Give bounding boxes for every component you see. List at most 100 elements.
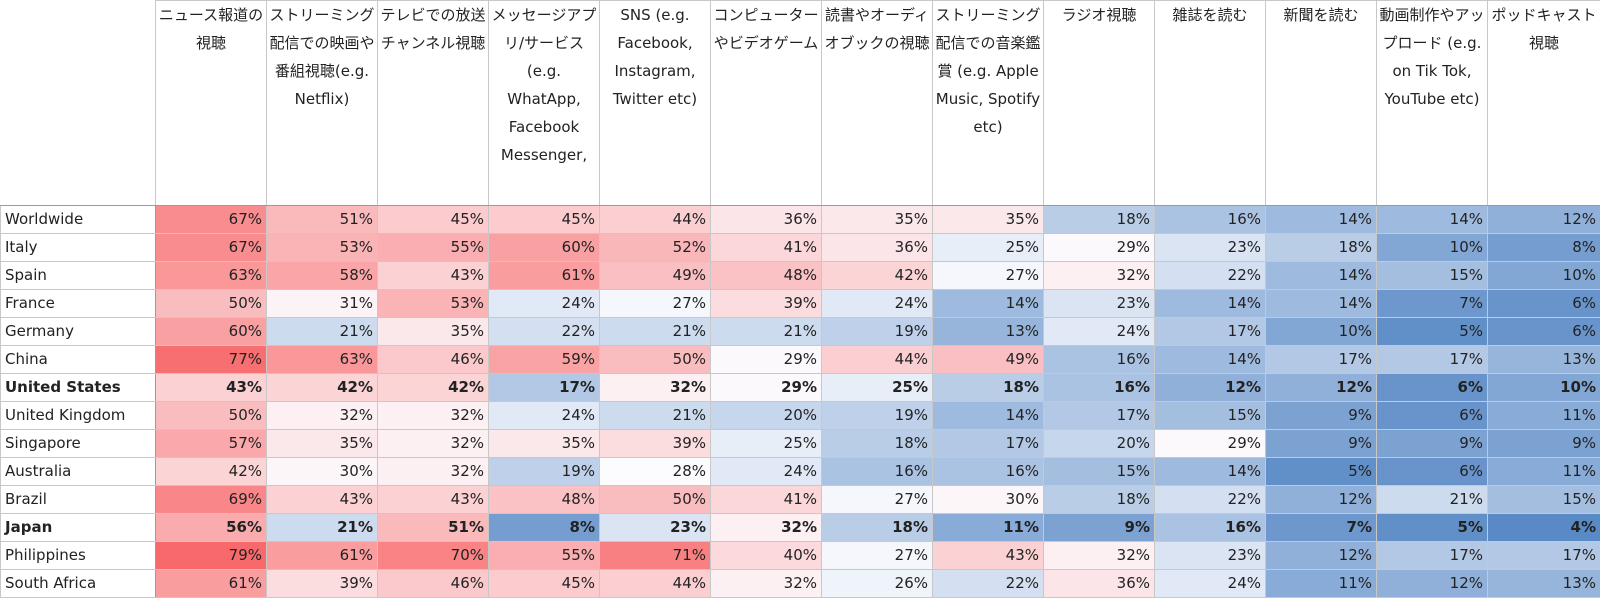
- table-body: Worldwide 67% 51% 45% 45% 44% 36% 35% 35% 18% 16% 1…: [0, 205, 1600, 598]
- heatmap-cell: 20%: [1043, 429, 1155, 458]
- heatmap-cell: 11%: [1265, 569, 1377, 598]
- heatmap-cell: 35%: [488, 429, 600, 458]
- heatmap-cell: 32%: [377, 457, 489, 486]
- heatmap-cell: 30%: [932, 485, 1044, 514]
- heatmap-cell: 36%: [1043, 569, 1155, 598]
- heatmap-cell: 32%: [377, 401, 489, 430]
- heatmap-cell: 57%: [155, 429, 267, 458]
- column-header: 新聞を読む: [1265, 0, 1377, 206]
- heatmap-cell: 35%: [932, 205, 1044, 234]
- heatmap-cell: 8%: [1487, 233, 1600, 262]
- heatmap-cell: 24%: [488, 401, 600, 430]
- heatmap-cell: 17%: [1043, 401, 1155, 430]
- heatmap-cell: 61%: [155, 569, 267, 598]
- heatmap-cell: 59%: [488, 345, 600, 374]
- heatmap-cell: 6%: [1376, 457, 1488, 486]
- heatmap-cell: 32%: [377, 429, 489, 458]
- heatmap-cell: 9%: [1265, 401, 1377, 430]
- heatmap-cell: 7%: [1376, 289, 1488, 318]
- heatmap-cell: 32%: [710, 569, 822, 598]
- heatmap-cell: 24%: [1043, 317, 1155, 346]
- heatmap-cell: 61%: [266, 541, 378, 570]
- heatmap-cell: 7%: [1265, 513, 1377, 542]
- row-label: Japan: [0, 513, 156, 542]
- heatmap-cell: 63%: [155, 261, 267, 290]
- heatmap-cell: 43%: [377, 485, 489, 514]
- heatmap-cell: 25%: [710, 429, 822, 458]
- table-row: United States 43% 42% 42% 17% 32% 29% 25% 18% 16%…: [0, 373, 1600, 402]
- heatmap-cell: 5%: [1376, 513, 1488, 542]
- heatmap-cell: 24%: [488, 289, 600, 318]
- heatmap-cell: 18%: [932, 373, 1044, 402]
- column-header: SNS (e.g. Facebook, Instagram, Twitter e…: [599, 0, 711, 206]
- heatmap-cell: 36%: [821, 233, 933, 262]
- heatmap-cell: 30%: [266, 457, 378, 486]
- row-label: China: [0, 345, 156, 374]
- heatmap-cell: 41%: [710, 233, 822, 262]
- heatmap-cell: 16%: [1043, 345, 1155, 374]
- heatmap-cell: 17%: [1154, 317, 1266, 346]
- heatmap-cell: 22%: [488, 317, 600, 346]
- heatmap-cell: 49%: [932, 345, 1044, 374]
- heatmap-cell: 21%: [599, 401, 711, 430]
- heatmap-cell: 27%: [932, 261, 1044, 290]
- heatmap-cell: 26%: [821, 569, 933, 598]
- heatmap-cell: 42%: [155, 457, 267, 486]
- table-row: Spain 63% 58% 43% 61% 49% 48% 42% 27% 32% 22% 14% 15…: [0, 261, 1600, 290]
- heatmap-cell: 23%: [599, 513, 711, 542]
- heatmap-cell: 14%: [1154, 345, 1266, 374]
- heatmap-cell: 44%: [599, 205, 711, 234]
- heatmap-cell: 43%: [155, 373, 267, 402]
- heatmap-cell: 50%: [599, 485, 711, 514]
- heatmap-cell: 21%: [599, 317, 711, 346]
- heatmap-cell: 9%: [1265, 429, 1377, 458]
- column-header: ストリーミング配信での音楽鑑賞 (e.g. Apple Music, Spoti…: [932, 0, 1044, 206]
- heatmap-cell: 41%: [710, 485, 822, 514]
- heatmap-cell: 20%: [710, 401, 822, 430]
- heatmap-cell: 14%: [1154, 289, 1266, 318]
- row-label: Spain: [0, 261, 156, 290]
- column-header: テレビでの放送チャンネル視聴: [377, 0, 489, 206]
- heatmap-cell: 49%: [599, 261, 711, 290]
- corner-cell: [0, 0, 156, 206]
- column-header: コンピューターやビデオゲーム: [710, 0, 822, 206]
- heatmap-cell: 19%: [488, 457, 600, 486]
- heatmap-cell: 23%: [1154, 541, 1266, 570]
- heatmap-cell: 70%: [377, 541, 489, 570]
- row-label: United Kingdom: [0, 401, 156, 430]
- heatmap-cell: 13%: [932, 317, 1044, 346]
- heatmap-cell: 29%: [710, 373, 822, 402]
- heatmap-cell: 9%: [1043, 513, 1155, 542]
- heatmap-cell: 14%: [1265, 289, 1377, 318]
- heatmap-cell: 60%: [155, 317, 267, 346]
- heatmap-cell: 69%: [155, 485, 267, 514]
- heatmap-cell: 48%: [710, 261, 822, 290]
- heatmap-cell: 29%: [1043, 233, 1155, 262]
- row-label: Australia: [0, 457, 156, 486]
- heatmap-cell: 14%: [1154, 457, 1266, 486]
- heatmap-cell: 61%: [488, 261, 600, 290]
- heatmap-cell: 14%: [1265, 205, 1377, 234]
- heatmap-cell: 42%: [266, 373, 378, 402]
- column-header: 動画制作やアップロード (e.g. on Tik Tok, YouTube et…: [1376, 0, 1488, 206]
- heatmap-cell: 21%: [266, 513, 378, 542]
- heatmap-cell: 45%: [377, 205, 489, 234]
- heatmap-cell: 13%: [1487, 569, 1600, 598]
- heatmap-cell: 18%: [821, 429, 933, 458]
- table-row: Philippines 79% 61% 70% 55% 71% 40% 27% 43% 32% 23…: [0, 541, 1600, 570]
- table-row: Australia 42% 30% 32% 19% 28% 24% 16% 16% 15% 14% 5…: [0, 457, 1600, 486]
- heatmap-cell: 12%: [1154, 373, 1266, 402]
- heatmap-cell: 60%: [488, 233, 600, 262]
- heatmap-cell: 50%: [155, 401, 267, 430]
- column-header: ラジオ視聴: [1043, 0, 1155, 206]
- heatmap-cell: 6%: [1487, 289, 1600, 318]
- row-label: Singapore: [0, 429, 156, 458]
- heatmap-cell: 21%: [266, 317, 378, 346]
- heatmap-cell: 32%: [1043, 261, 1155, 290]
- heatmap-cell: 17%: [1265, 345, 1377, 374]
- heatmap-cell: 39%: [266, 569, 378, 598]
- heatmap-cell: 51%: [266, 205, 378, 234]
- heatmap-cell: 16%: [1154, 205, 1266, 234]
- heatmap-cell: 21%: [710, 317, 822, 346]
- heatmap-cell: 43%: [266, 485, 378, 514]
